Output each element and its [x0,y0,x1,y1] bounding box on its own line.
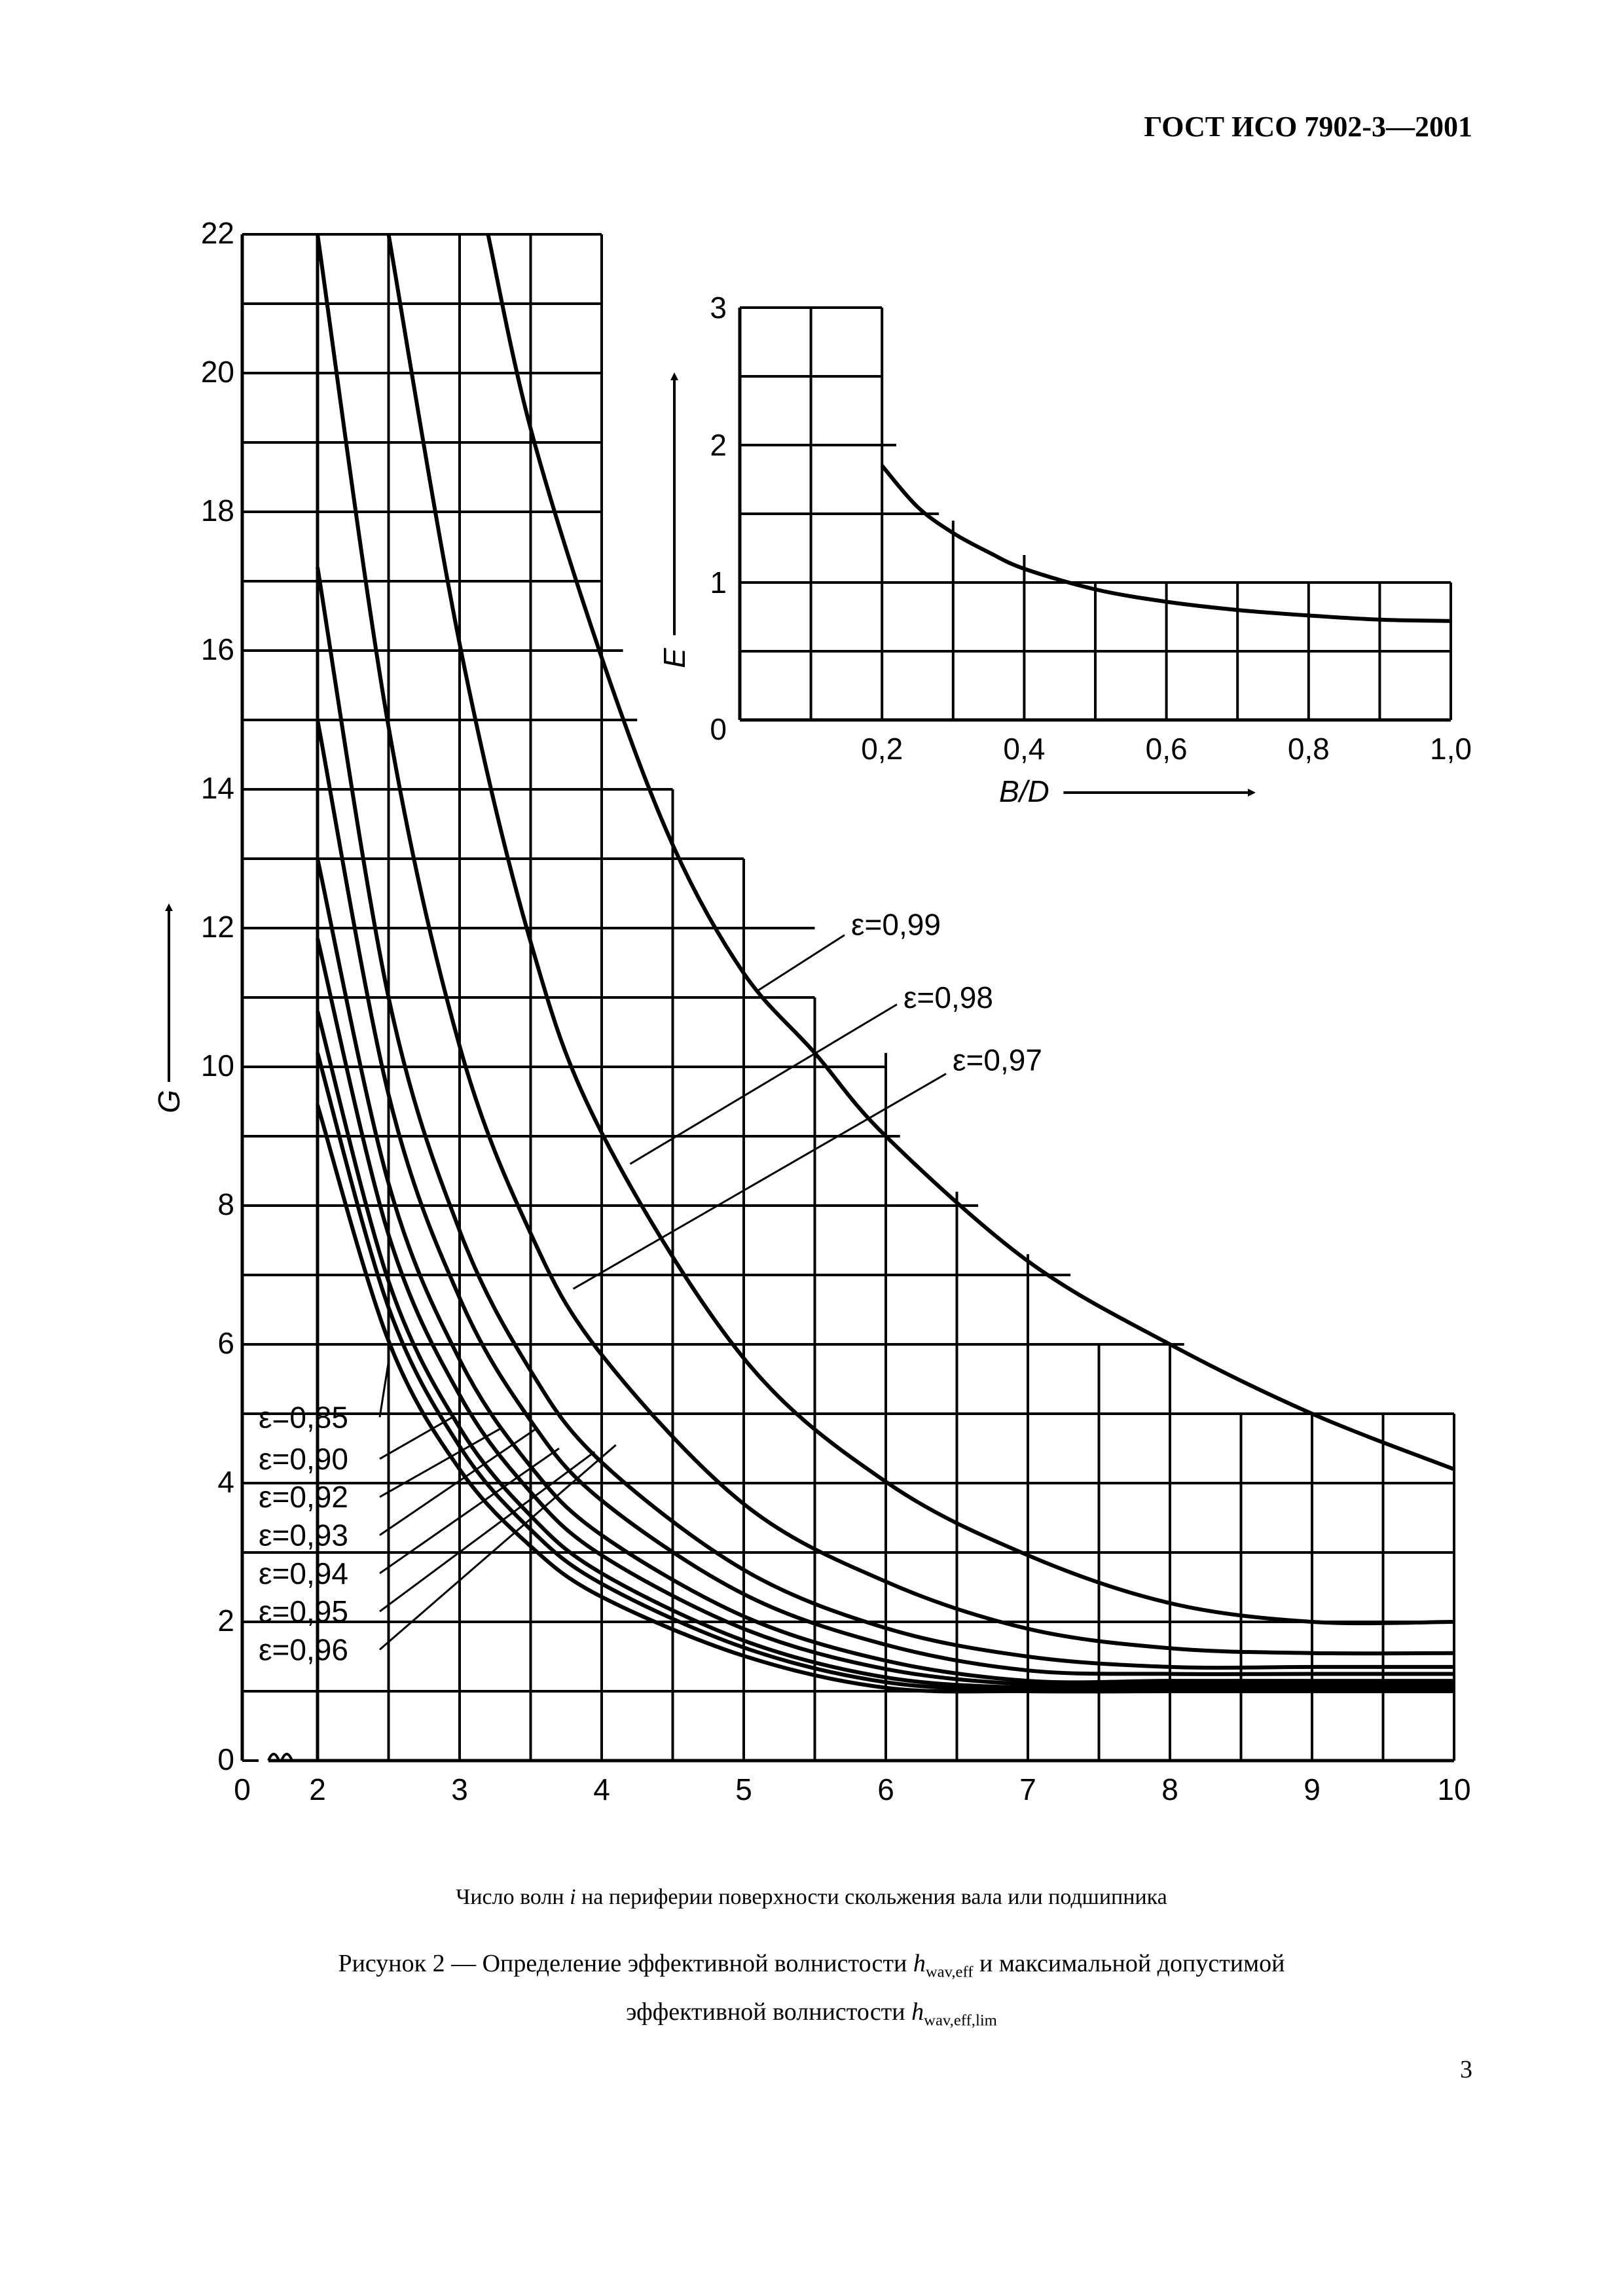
x-tick-label: 2 [309,1772,326,1806]
curve-096 [316,567,1454,1670]
inset-y-tick-label: 3 [710,291,727,325]
x-tick-label: 10 [1437,1772,1470,1806]
inset-x-axis-title: B/D [999,774,1049,808]
inset-grid [737,305,1453,723]
inset-tick-labels: 0,2 0,4 0,6 0,8 1,0 0 1 2 3 E B/D [657,291,1472,808]
curve-090 [316,1052,1454,1693]
y-tick-label: 2 [217,1604,234,1638]
series-label: ε=0,99 [851,908,941,942]
leader-line [379,1447,560,1575]
leader-line [379,1426,503,1498]
y-tick-label: 18 [201,493,234,528]
page-number: 3 [1460,2056,1472,2083]
inset-curve [880,464,1451,623]
x-tick-label: 4 [593,1772,610,1806]
y-tick-label: 12 [201,910,234,944]
document-id: ГОСТ ИСО 7902-3—2001 [1144,111,1472,143]
leader-line [757,934,845,992]
leader-line [379,1426,539,1536]
series-label: ε=0,85 [259,1400,348,1434]
inset-y-axis-title: E [657,647,691,668]
curve-092 [316,1011,1454,1691]
series-label: ε=0,97 [953,1043,1042,1077]
axis-break-mark [267,1753,293,1761]
inset-y-tick-label: 1 [710,565,727,600]
y-tick-label: 6 [217,1326,234,1360]
figure-caption: Рисунок 2 — Определение эффективной волн… [338,1950,1285,2030]
x-tick-label: 8 [1161,1772,1178,1806]
series-label: ε=0,94 [259,1556,348,1590]
x-tick-label: 7 [1019,1772,1036,1806]
leader-line [378,1361,390,1418]
inset-x-tick-label: 0,6 [1146,732,1188,766]
inset-x-tick-label: 1,0 [1430,732,1472,766]
series-label: ε=0,95 [259,1594,348,1628]
x-tick-label: 9 [1304,1772,1321,1806]
main-grid [242,233,1455,1761]
x-tick-label: 5 [735,1772,752,1806]
inset-curve-line [880,464,1451,623]
x-tick-label: 0 [234,1772,251,1806]
y-tick-label: 20 [201,355,234,389]
series-label: ε=0,96 [259,1632,348,1666]
x-tick-label: 6 [877,1772,894,1806]
series-label: ε=0,92 [259,1480,348,1514]
curve-098 [386,234,1455,1626]
series-label: ε=0,93 [259,1518,348,1552]
series-label: ε=0,90 [259,1442,348,1476]
inset-y-tick-label: 2 [710,428,727,462]
main-curves [316,234,1455,1694]
main-axes [240,233,1454,1763]
inset-x-tick-label: 0,4 [1003,732,1045,766]
series-label: ε=0,98 [903,980,993,1014]
series-labels: ε=0,85 ε=0,90 ε=0,92 ε=0,93 ε=0,94 ε=0,95 ε=0,… [259,908,1042,1667]
y-tick-label: 8 [217,1187,234,1221]
y-tick-label: 14 [201,771,234,805]
y-tick-label: 0 [217,1742,234,1776]
curve-095 [316,719,1454,1676]
y-tick-label: 10 [201,1049,234,1083]
curve-097 [316,234,1455,1656]
inset-x-tick-label: 0,8 [1288,732,1330,766]
inset-y-tick-label: 0 [710,712,727,746]
leader-line [379,1416,453,1460]
x-axis-description: Число волн i на периферии поверхности ск… [456,1885,1167,1909]
leader-line [572,1073,947,1290]
inset-x-tick-label: 0,2 [861,732,903,766]
x-tick-label: 3 [451,1772,468,1806]
leader-line [629,1003,898,1165]
curve-093 [316,938,1455,1688]
y-tick-label: 16 [201,632,234,666]
leader-line [379,1444,617,1651]
y-axis-title: G [152,1090,186,1113]
curve-094 [316,858,1454,1685]
y-tick-label: 4 [217,1465,234,1499]
leader-line [379,1451,596,1613]
y-tick-label: 22 [201,216,234,250]
curve-099 [486,234,1455,1471]
